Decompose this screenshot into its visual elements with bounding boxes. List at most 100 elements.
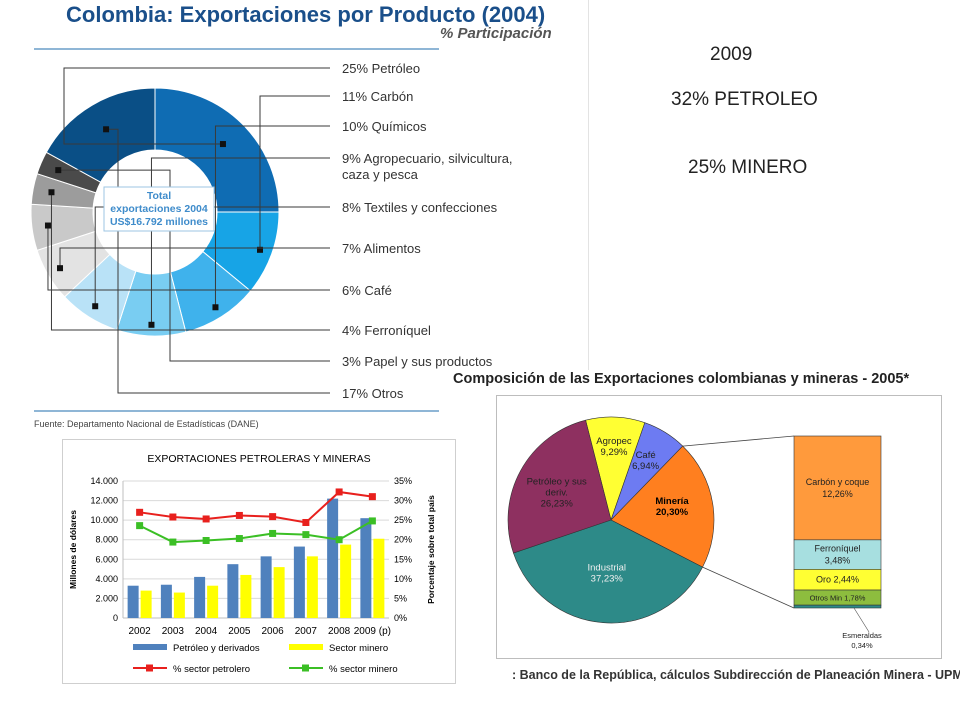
petroleo-bar: [327, 498, 339, 618]
minero-bar: [140, 590, 152, 618]
pie-value-label: 6,94%: [632, 461, 659, 472]
leader-line: [59, 247, 330, 269]
leader-line: [63, 67, 330, 145]
x-tick-label: 2002: [129, 626, 152, 637]
donut-legend-label: 6% Café: [342, 283, 392, 298]
x-tick-label: 2007: [295, 626, 318, 637]
y-tick-label: 12.000: [90, 496, 118, 506]
pie-category-label: Industrial: [588, 562, 627, 573]
legend-marker: [146, 664, 153, 672]
x-tick-label: 2006: [262, 626, 285, 637]
bar-line-chart-panel: EXPORTACIONES PETROLERAS Y MINERAS 0 2.000…: [62, 439, 456, 684]
donut-legend-label: 11% Carbón: [342, 89, 413, 104]
breakdown-label: Otros Min 1,78%: [810, 594, 866, 603]
minero-bar: [273, 567, 285, 618]
breakdown-label: Oro 2,44%: [816, 575, 859, 585]
mineria-slice: [610, 445, 715, 568]
line-marker: [302, 531, 310, 539]
petroleo-bar: [194, 576, 206, 618]
breakdown-value: 0,34%: [851, 641, 873, 650]
leader-marker: [148, 321, 155, 328]
y2-tick-label: 35%: [394, 476, 412, 486]
x-tick-label: 2004: [195, 626, 218, 637]
leader-marker: [44, 222, 51, 229]
leader-line: [94, 206, 330, 307]
line-marker: [136, 508, 144, 516]
bar-line-chart: EXPORTACIONES PETROLERAS Y MINERAS 0 2.000…: [68, 453, 436, 675]
industrial-slice: [513, 519, 703, 624]
line-marker: [136, 522, 144, 530]
connector-line: [702, 566, 795, 609]
legend-label: % sector minero: [329, 664, 398, 675]
leader-marker: [212, 304, 219, 311]
petroleo-bar: [160, 584, 172, 618]
x-tick-label: 2008: [328, 626, 351, 637]
line-marker: [202, 536, 210, 544]
y-tick-label: 10.000: [90, 515, 118, 525]
breakdown-value: 12,26%: [822, 489, 853, 499]
leader-line: [47, 225, 330, 291]
title-divider: [34, 48, 439, 50]
y-tick-label: 8.000: [95, 535, 118, 545]
donut-legend-label: caza y pesca: [342, 167, 419, 182]
pie-chart-source: : Banco de la República, cálculos Subdir…: [512, 668, 960, 682]
petroleo-bar: [127, 585, 139, 618]
donut-legend-label: 7% Alimentos: [342, 241, 421, 256]
pie-category-label: Agropec: [596, 436, 632, 447]
leader-marker: [55, 167, 62, 174]
pie-category-label: Petróleo y sus: [527, 477, 587, 488]
donut-chart-subtitle: % Participación: [440, 25, 552, 42]
leader-line: [259, 95, 330, 250]
y2-axis-label: Porcentaje sobre total país: [426, 495, 436, 604]
donut-legend-label: 3% Papel y sus productos: [342, 354, 493, 369]
x-tick-label: 2005: [228, 626, 251, 637]
y-tick-label: 4.000: [95, 574, 118, 584]
year-2009: 2009: [710, 44, 753, 65]
line-marker: [202, 515, 210, 523]
y-tick-label: 6.000: [95, 554, 118, 564]
connector-line: [682, 435, 795, 447]
minero-bar: [240, 574, 252, 618]
y2-tick-label: 15%: [394, 554, 412, 564]
leader-marker: [219, 141, 226, 148]
donut-legend-label: 17% Otros: [342, 386, 404, 401]
leader-marker: [48, 189, 55, 196]
donut-legend-label: 8% Textiles y confecciones: [342, 200, 498, 215]
y2-tick-label: 25%: [394, 515, 412, 525]
donut-center-text: US$16.792 millones: [110, 216, 208, 228]
minero-bar: [306, 556, 318, 618]
x-tick-label: 2009 (p): [354, 626, 391, 637]
y2-tick-label: 10%: [394, 574, 412, 584]
donut-legend-label: 25% Petróleo: [342, 61, 420, 76]
donut-legend-label: 4% Ferroníquel: [342, 323, 431, 338]
bar-chart-title: EXPORTACIONES PETROLERAS Y MINERAS: [147, 453, 370, 465]
leader-marker: [57, 265, 64, 272]
donut-chart-title: Colombia: Exportaciones por Producto (20…: [66, 2, 546, 27]
donut-chart: 25% Petróleo 11% Carbón 10% Químicos 9% Agr…: [30, 61, 513, 401]
legend-label: Petróleo y derivados: [173, 643, 260, 654]
leader-marker: [257, 246, 264, 253]
legend-label: Sector minero: [329, 643, 388, 654]
donut-legend-label: 10% Químicos: [342, 119, 427, 134]
minero-bar: [340, 544, 352, 618]
legend-label: % sector petrolero: [173, 664, 250, 675]
petroleo-bar: [227, 564, 239, 618]
y-tick-label: 2.000: [95, 593, 118, 603]
leader-line: [58, 169, 330, 362]
source-divider: [34, 410, 439, 412]
donut-center-text: exportaciones 2004: [110, 203, 208, 215]
y2-tick-label: 30%: [394, 496, 412, 506]
pie-category-label: Minería: [655, 496, 689, 507]
breakdown-label: Carbón y coque: [806, 477, 870, 487]
pie-value-label: 9,29%: [601, 447, 628, 458]
petroleo-bar: [293, 546, 305, 618]
donut-legend-label: 9% Agropecuario, silvicultura,: [342, 151, 513, 166]
breakdown-label: Esmeraldas: [842, 631, 882, 640]
esmeraldas-pointer: [853, 607, 870, 633]
leader-line: [106, 128, 330, 394]
line-marker: [269, 513, 277, 521]
minero-2009: 25% MINERO: [688, 157, 808, 178]
legend-swatch: [133, 644, 167, 650]
line-marker: [368, 493, 376, 501]
donut-chart-panel: Colombia: Exportaciones por Producto (20…: [0, 0, 590, 440]
